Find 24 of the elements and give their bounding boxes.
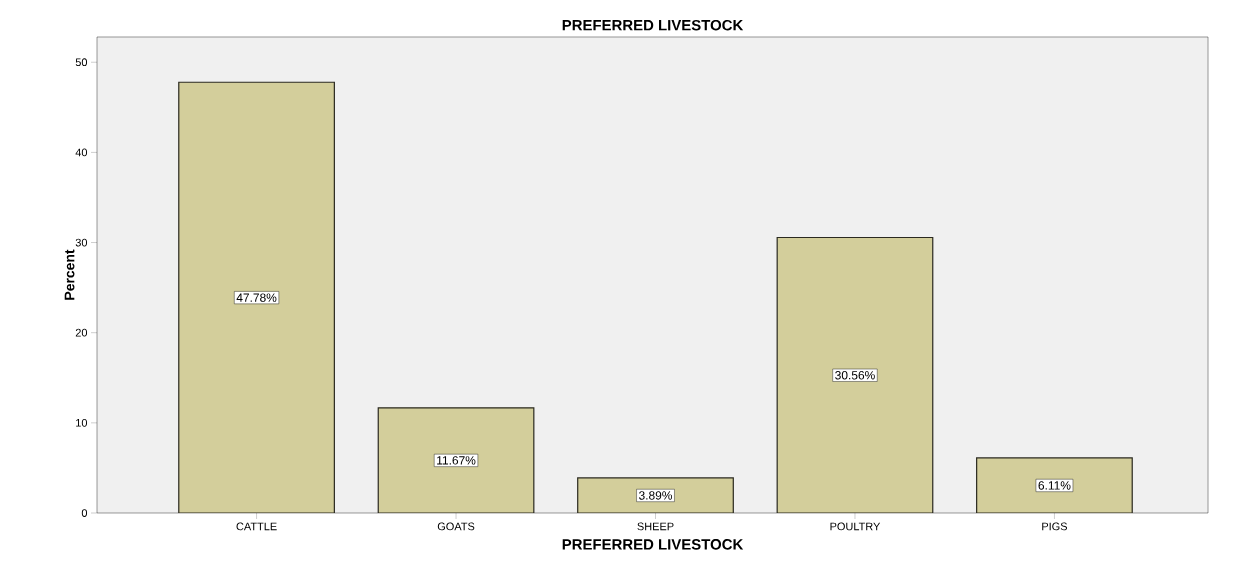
x-tick-label: POULTRY	[830, 522, 881, 531]
x-tick-label: GOATS	[437, 522, 475, 531]
y-tick-label: 20	[75, 328, 88, 337]
y-tick-label: 30	[75, 238, 88, 247]
y-tick-label: 40	[75, 148, 88, 157]
data-label: 47.78%	[236, 293, 277, 302]
x-tick-label: CATTLE	[236, 522, 277, 531]
y-tick-label: 0	[81, 509, 88, 517]
y-tick-label: 10	[76, 418, 88, 427]
data-label: 30.56%	[835, 371, 875, 380]
data-label: 11.67%	[437, 456, 476, 465]
bar	[378, 407, 534, 513]
data-label: 3.89%	[639, 491, 673, 500]
bar	[776, 236, 934, 513]
bar	[577, 477, 734, 513]
bar	[178, 81, 335, 513]
chart-title: PREFERRED LIVESTOCK	[562, 19, 744, 31]
bar	[976, 457, 1133, 513]
y-tick-label: 50	[75, 58, 88, 67]
x-tick-label: SHEEP	[637, 522, 674, 531]
x-axis-title: PREFERRED LIVESTOCK	[562, 539, 744, 550]
x-tick-label: PIGS	[1042, 522, 1068, 531]
data-label: 6.11%	[1038, 481, 1071, 490]
y-axis-title: Percent	[64, 249, 75, 300]
